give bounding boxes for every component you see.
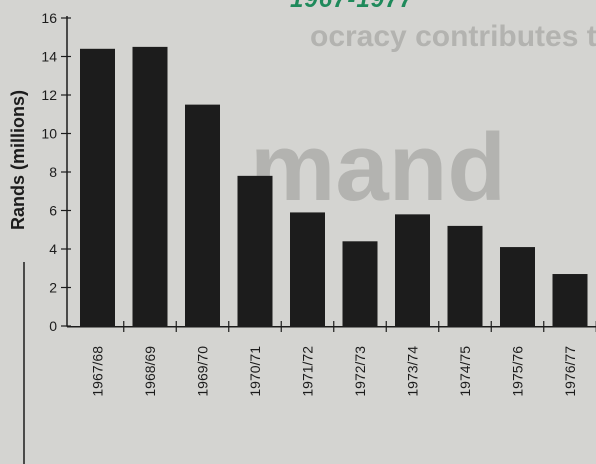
x-tick-label: 1972/73 <box>352 346 368 397</box>
bar <box>237 175 273 326</box>
bar <box>185 104 220 326</box>
x-tick-label: 1968/69 <box>142 346 158 397</box>
x-tick-label: 1976/77 <box>562 346 578 397</box>
bar <box>395 214 430 326</box>
header-fragment: 1967-1977 <box>290 0 414 14</box>
bar <box>447 225 483 326</box>
bar <box>290 212 325 326</box>
y-axis-label: Rands (millions) <box>8 90 28 230</box>
y-tick-label: 10 <box>41 126 57 142</box>
bar <box>500 247 535 326</box>
bar <box>80 48 115 327</box>
y-tick-label: 8 <box>49 164 57 180</box>
bleed-text-line: ocracy contributes to the <box>310 20 596 53</box>
x-tick-label: 1967/68 <box>90 346 106 397</box>
y-tick-label: 2 <box>49 280 57 296</box>
bar <box>132 46 168 326</box>
x-tick-label: 1975/76 <box>510 346 526 397</box>
y-tick-label: 12 <box>41 87 57 103</box>
y-tick-label: 0 <box>49 318 57 334</box>
bleed-text-line: mand <box>250 114 506 221</box>
bar <box>552 274 588 326</box>
y-tick-label: 14 <box>41 49 57 65</box>
x-tick-label: 1971/72 <box>300 346 316 397</box>
x-tick-label: 1969/70 <box>195 346 211 397</box>
x-tick-label: 1970/71 <box>247 346 263 397</box>
plot-area: 0 2 4 6 8 10 12 14 16 1967/68 1968/69 1969/70 1970/7… <box>41 10 596 397</box>
bar <box>342 241 378 326</box>
y-tick-label: 6 <box>49 203 57 219</box>
x-tick-label: 1974/75 <box>457 346 473 397</box>
x-tick-label: 1973/74 <box>405 346 421 397</box>
y-tick-label: 16 <box>41 10 57 26</box>
y-tick-label: 4 <box>49 241 57 257</box>
